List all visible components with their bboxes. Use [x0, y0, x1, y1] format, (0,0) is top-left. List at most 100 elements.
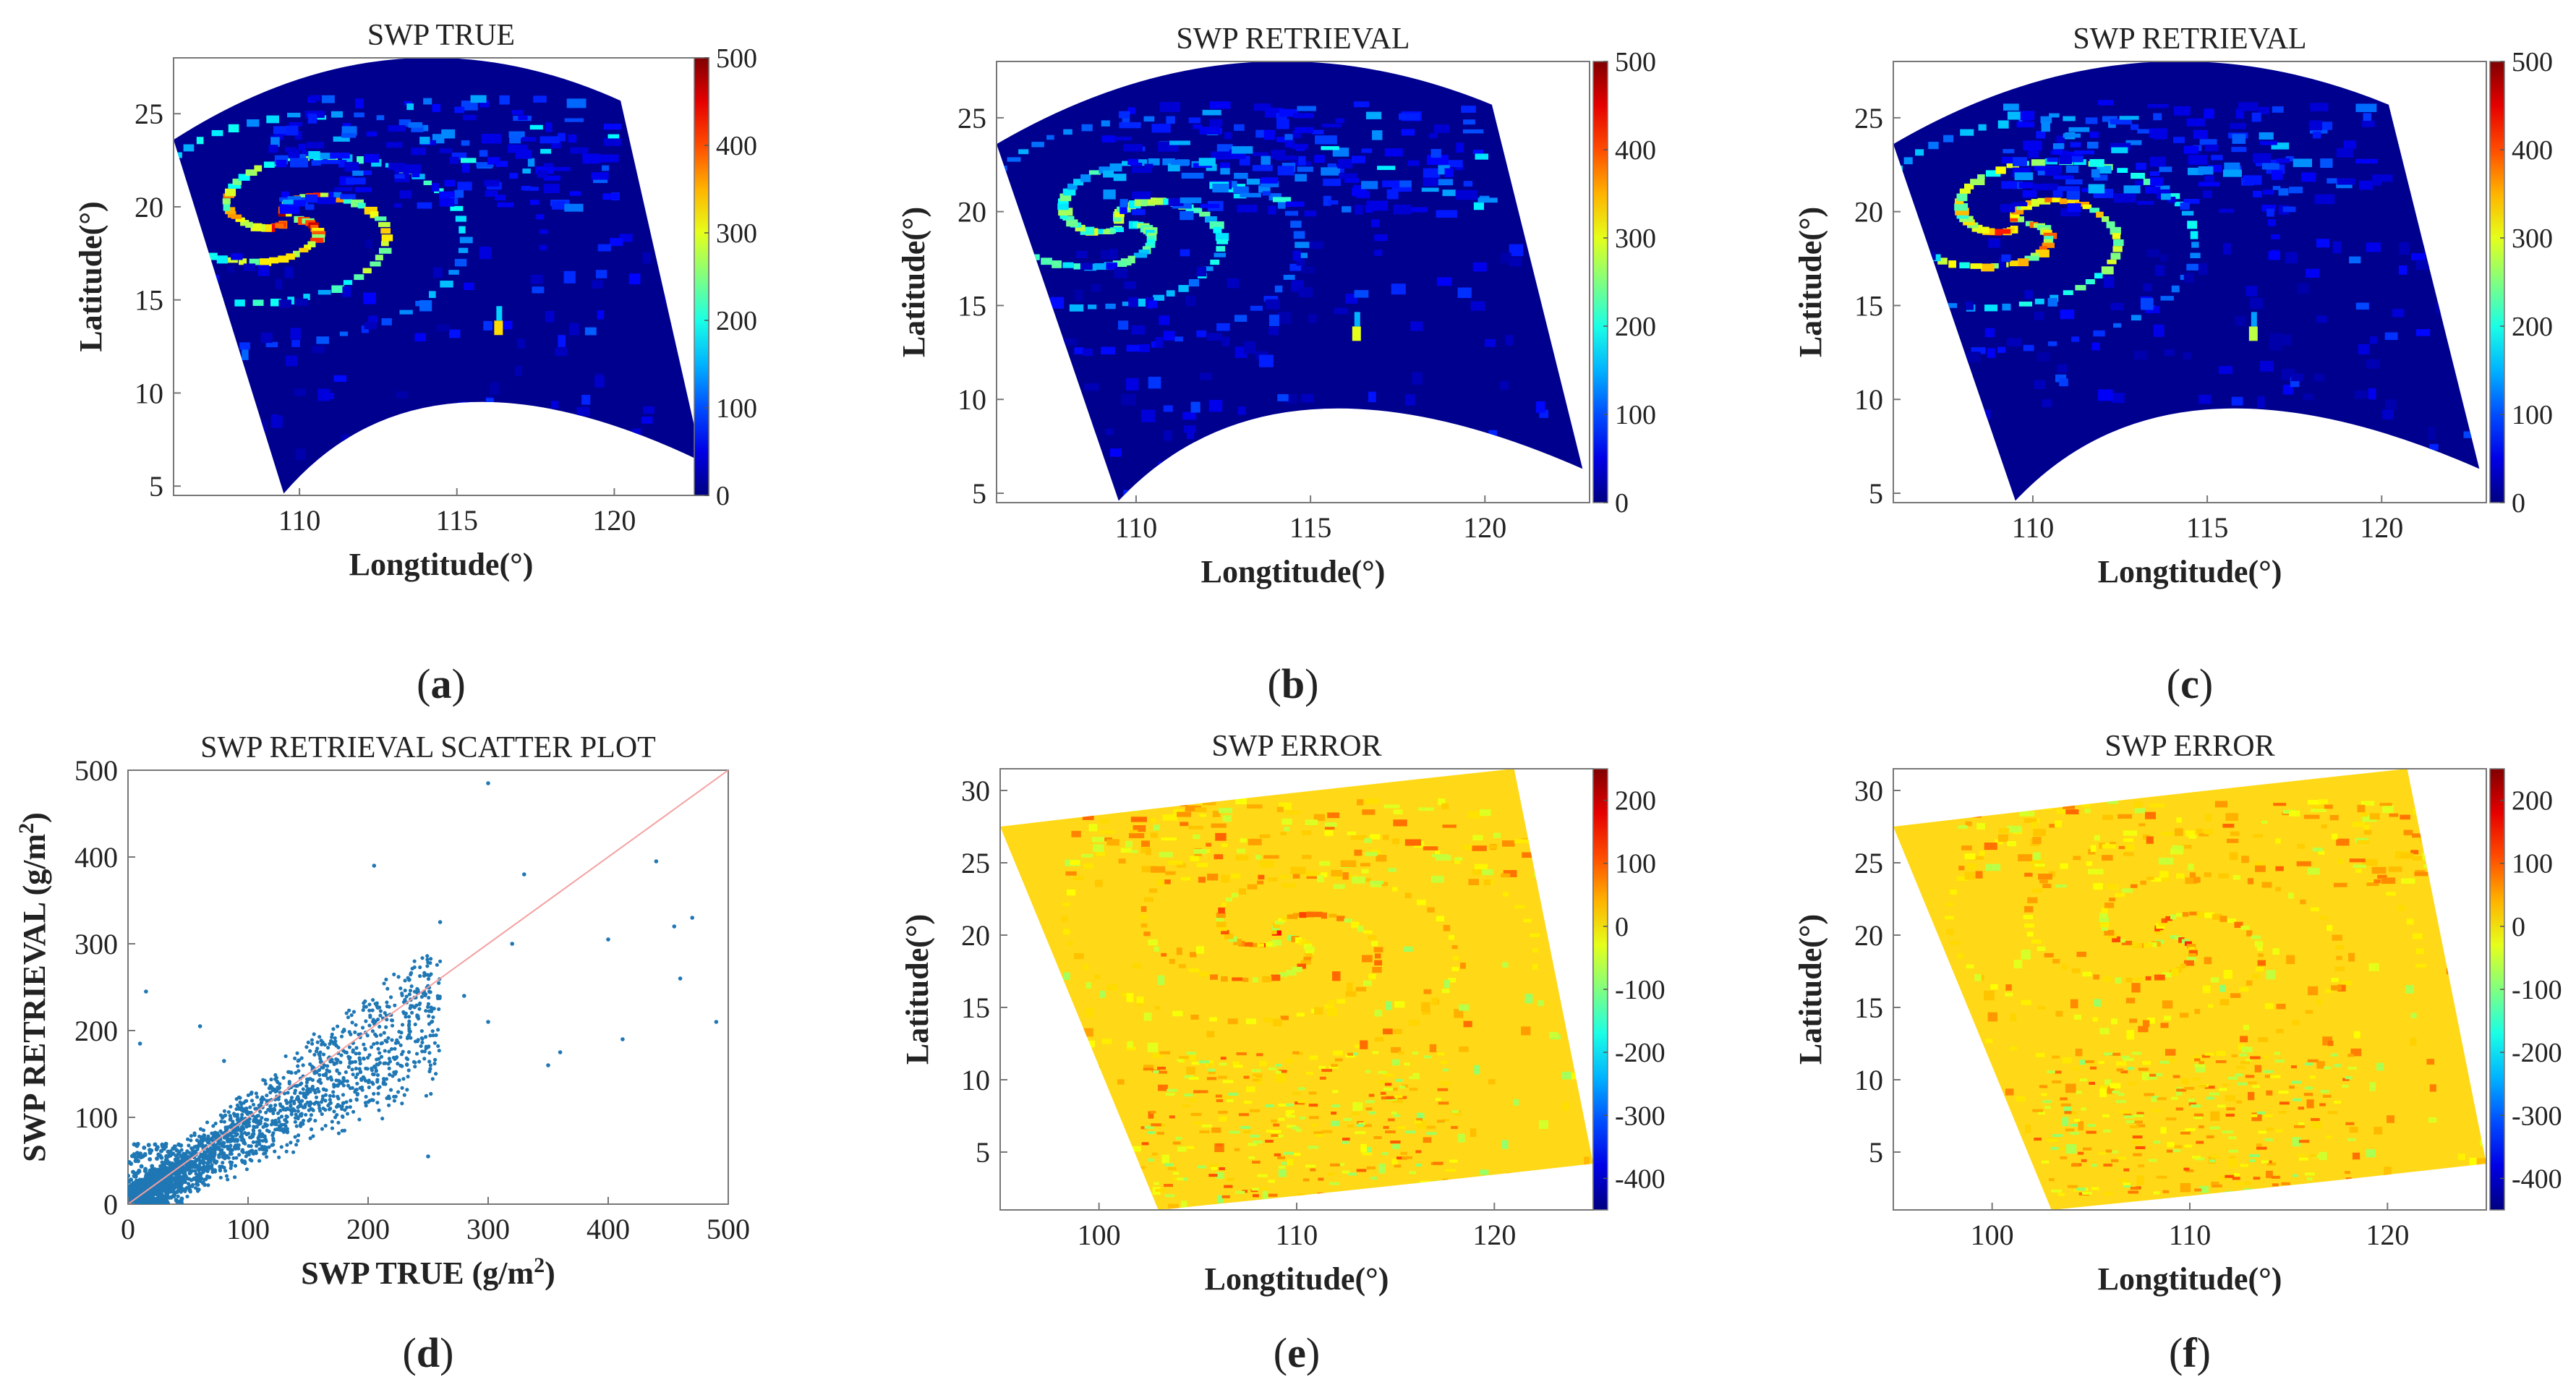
scatter-point [159, 1183, 164, 1188]
scatter-point [428, 1063, 433, 1067]
data-cell [1382, 495, 1394, 501]
data-cell [2112, 233, 2121, 239]
scatter-point [273, 1073, 278, 1078]
data-cell [1361, 148, 1373, 153]
scatter-point [171, 1189, 176, 1194]
data-cell [1186, 1066, 1195, 1075]
data-cell [2362, 447, 2371, 456]
data-cell [2253, 153, 2271, 163]
data-cell [1195, 946, 1205, 954]
scatter-point [208, 1148, 213, 1152]
scatter-point [422, 1057, 427, 1061]
data-cell [1488, 1079, 1496, 1085]
data-cell [1198, 1090, 1208, 1093]
data-cell [1480, 1169, 1489, 1175]
scatter-point [142, 1153, 148, 1158]
data-cell [1475, 153, 1489, 160]
scatter-point [193, 1169, 197, 1173]
data-cell [299, 247, 309, 252]
data-cell [1374, 960, 1383, 966]
data-cell [2354, 391, 2367, 399]
scatter-point [271, 1111, 276, 1116]
data-cell [1453, 955, 1459, 960]
scatter-point [341, 1083, 346, 1088]
data-cell [2251, 443, 2261, 454]
data-cell [1210, 259, 1220, 265]
data-cell [1190, 952, 1197, 958]
data-cell [1263, 855, 1279, 859]
data-cell [1435, 179, 1454, 186]
data-cell [1258, 185, 1271, 193]
scatter-point [346, 1083, 351, 1088]
data-cell [1509, 257, 1522, 267]
data-cell [1290, 866, 1306, 874]
scatter-point [133, 1155, 138, 1160]
data-cell [2164, 349, 2175, 357]
data-cell [1448, 978, 1457, 983]
scatter-point [386, 1036, 391, 1040]
x-axis-label: Longtitude(°) [2098, 554, 2282, 589]
data-cell [2289, 423, 2302, 434]
data-cell [461, 101, 478, 111]
scatter-point [184, 1162, 189, 1167]
data-cell [320, 153, 336, 160]
scatter-point [308, 1049, 312, 1053]
data-cell [1088, 824, 1098, 832]
scatter-point [424, 1044, 428, 1049]
data-cell [1277, 393, 1289, 401]
scatter-point [424, 1009, 428, 1013]
data-cell [462, 114, 477, 121]
data-cell [273, 126, 293, 135]
data-cell [550, 142, 561, 149]
data-cell [1281, 818, 1292, 825]
data-cell [1058, 208, 1073, 216]
data-cell [309, 95, 321, 101]
data-cell [2053, 175, 2074, 179]
data-cell [238, 258, 247, 265]
scatter-point [225, 1135, 229, 1140]
data-cell [1362, 930, 1373, 934]
data-cell [2114, 193, 2136, 203]
data-cell [1956, 212, 1969, 219]
scatter-point [380, 1117, 385, 1121]
scatter-point [323, 1093, 328, 1097]
scatter-point [377, 1108, 381, 1112]
data-cell [1454, 1009, 1464, 1018]
scatter-point [137, 1182, 142, 1188]
scatter-point [277, 1086, 282, 1090]
data-cell [1314, 155, 1325, 163]
data-cell [343, 197, 353, 204]
data-cell [2042, 399, 2052, 408]
data-cell [1966, 302, 1974, 310]
scatter-point [320, 1065, 324, 1070]
scatter-point [390, 1038, 394, 1042]
data-cell [196, 137, 204, 145]
data-cell [1351, 835, 1368, 840]
panel-label: (a) [417, 660, 466, 707]
scatter-point [366, 1080, 371, 1085]
scatter-point [247, 1143, 251, 1148]
x-tick-label: 120 [592, 504, 636, 537]
scatter-point [417, 1002, 422, 1007]
data-cell [1147, 1042, 1159, 1053]
data-cell [1301, 941, 1313, 946]
data-cell [1262, 191, 1271, 196]
scatter-point [242, 1120, 247, 1125]
data-cell [2266, 208, 2274, 217]
data-cell [1190, 1112, 1202, 1117]
scatter-point [354, 1075, 358, 1080]
swath-background [1000, 769, 1593, 1210]
data-cell [411, 125, 424, 132]
x-tick-label: 0 [121, 1213, 135, 1245]
data-cell [266, 115, 279, 124]
scatter-point [334, 1104, 339, 1109]
data-cell [1463, 181, 1473, 187]
data-cell [2110, 226, 2121, 235]
data-cell [1216, 1195, 1224, 1203]
data-cell [288, 200, 306, 207]
data-cell [1394, 1001, 1405, 1008]
scatter-point [382, 981, 386, 986]
data-cell [1280, 1015, 1289, 1020]
data-cell [1276, 119, 1289, 129]
data-cell [2037, 169, 2047, 176]
